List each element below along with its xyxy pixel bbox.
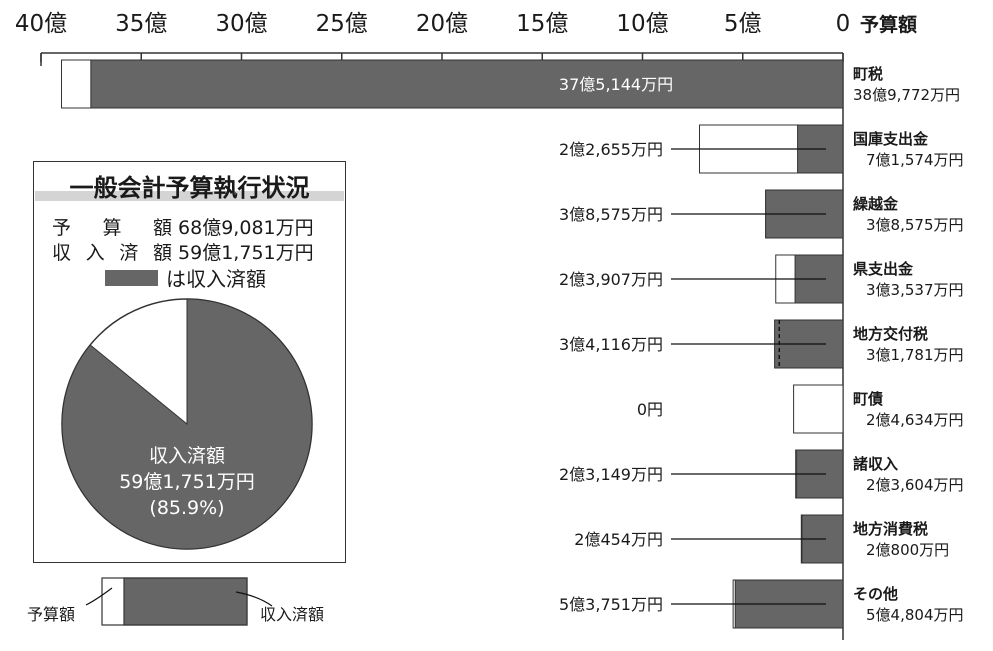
category-label: 繰越金 bbox=[853, 195, 899, 213]
received-value-label: 5億3,751万円 bbox=[559, 595, 663, 614]
summary-received-row: 収入済額 59億1,751万円 bbox=[52, 238, 314, 265]
budget-value-label: 2億3,604万円 bbox=[866, 476, 964, 494]
budget-value-label: 38億9,772万円 bbox=[853, 86, 960, 104]
x-tick-label: 0 bbox=[836, 11, 851, 37]
key-budget-leader bbox=[85, 587, 113, 606]
pie-label-line1: 収入済額 bbox=[149, 445, 225, 467]
summary-received-value: 59億1,751万円 bbox=[178, 242, 314, 264]
category-label: 諸収入 bbox=[853, 455, 898, 473]
budget-bar bbox=[793, 384, 844, 434]
x-tick-label: 25億 bbox=[316, 11, 368, 37]
summary-budget-row: 予 算 額 68億9,081万円 bbox=[52, 213, 314, 240]
category-label: 県支出金 bbox=[853, 260, 914, 278]
x-tick-label: 15億 bbox=[516, 11, 568, 37]
category-label: 地方消費税 bbox=[853, 520, 928, 538]
key-budget-label: 予算額 bbox=[27, 605, 75, 624]
category-label: 国庫支出金 bbox=[853, 130, 929, 148]
key-received-leader bbox=[235, 591, 273, 607]
budget-value-label: 3億8,575万円 bbox=[866, 216, 964, 234]
key-received-label: 収入済額 bbox=[260, 605, 324, 624]
received-value-label: 2億3,907万円 bbox=[559, 270, 663, 289]
pie-label-line3: (85.9%) bbox=[149, 497, 224, 519]
received-value-label: 37億5,144万円 bbox=[559, 75, 673, 94]
category-label: 地方交付税 bbox=[853, 325, 928, 343]
x-axis-unit-label: 予算額 bbox=[860, 13, 917, 36]
received-value-label: 2億454万円 bbox=[574, 530, 663, 549]
budget-value-label: 2億4,634万円 bbox=[866, 411, 964, 429]
received-value-label: 2億2,655万円 bbox=[559, 140, 663, 159]
x-tick-label: 5億 bbox=[724, 11, 762, 37]
received-bar bbox=[90, 59, 844, 109]
x-tick-label: 20億 bbox=[416, 11, 468, 37]
budget-value-label: 3億1,781万円 bbox=[866, 346, 964, 364]
category-label: 町税 bbox=[853, 65, 883, 83]
summary-budget-value: 68億9,081万円 bbox=[178, 217, 314, 239]
summary-box bbox=[33, 161, 346, 563]
summary-received-label: 収入済額 bbox=[52, 242, 172, 264]
legend-swatch bbox=[105, 270, 158, 286]
pie-label-line2: 59億1,751万円 bbox=[119, 471, 255, 493]
x-tick-label: 30億 bbox=[215, 11, 267, 37]
pie-received-slice bbox=[61, 298, 313, 550]
category-label: その他 bbox=[853, 585, 898, 603]
x-tick-label: 10億 bbox=[616, 11, 668, 37]
summary-budget-label: 予 算 額 bbox=[52, 217, 172, 239]
received-value-label: 3億4,116万円 bbox=[559, 335, 663, 354]
received-value-label: 2億3,149万円 bbox=[559, 465, 663, 484]
received-value-label: 3億8,575万円 bbox=[559, 205, 663, 224]
x-tick-label: 40億 bbox=[15, 11, 67, 37]
budget-value-label: 7億1,574万円 bbox=[866, 151, 964, 169]
summary-title-underline bbox=[35, 191, 344, 201]
budget-value-label: 2億800万円 bbox=[866, 541, 949, 559]
x-tick-label: 35億 bbox=[115, 11, 167, 37]
received-value-label: 0円 bbox=[637, 400, 663, 419]
category-label: 町債 bbox=[853, 390, 883, 408]
summary-title: 一般会計予算執行状況 bbox=[69, 174, 310, 202]
legend-text: は収入済額 bbox=[166, 267, 266, 291]
key-received-bar bbox=[123, 577, 248, 626]
budget-value-label: 3億3,537万円 bbox=[866, 281, 964, 299]
budget-value-label: 5億4,804万円 bbox=[866, 606, 964, 624]
